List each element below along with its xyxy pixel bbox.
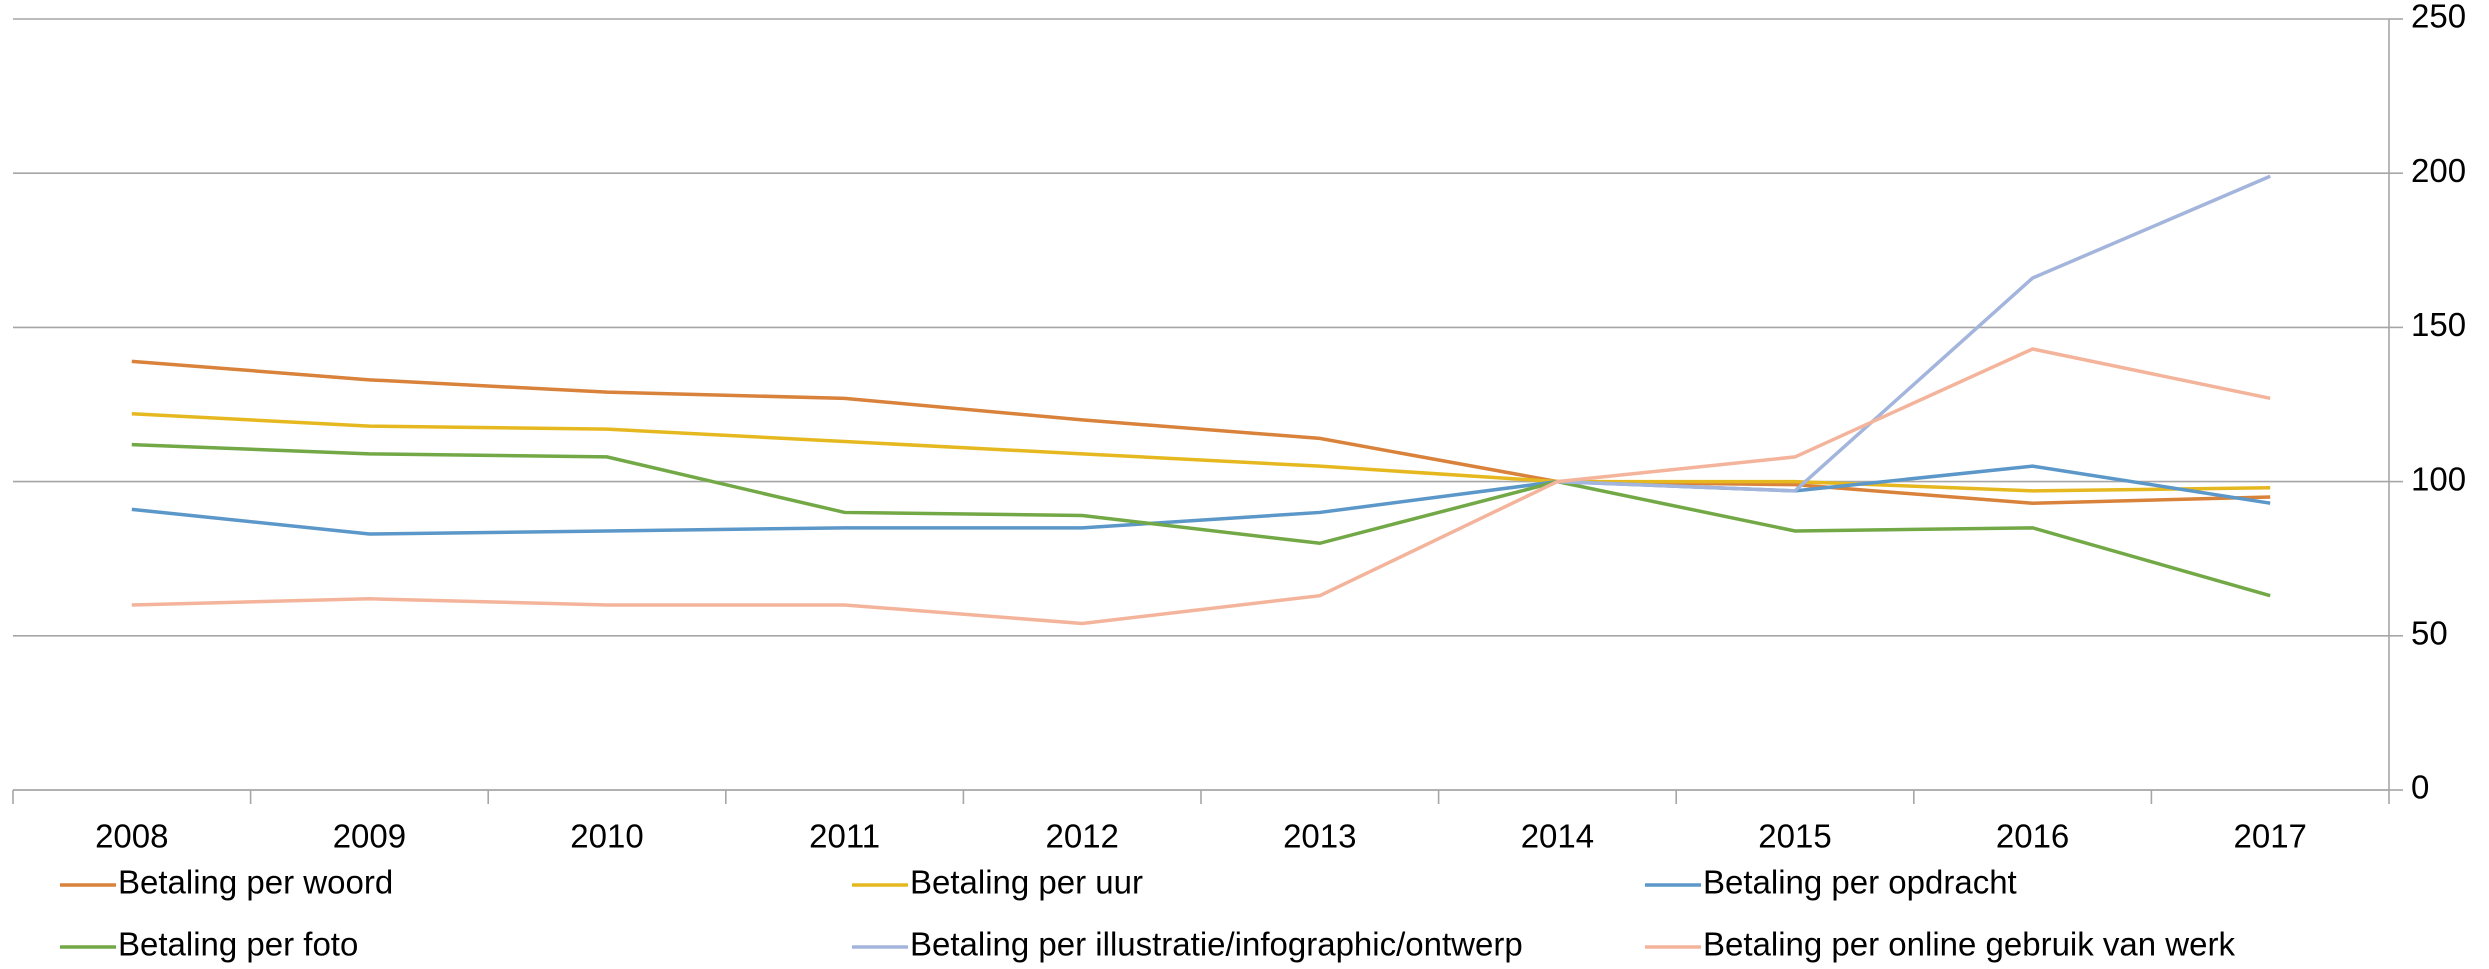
x-tick-label: 2015	[1758, 818, 1831, 855]
series-line	[131, 442, 2271, 598]
series-line	[131, 412, 2271, 493]
series-line	[131, 347, 2271, 626]
y-tick-label: 50	[2411, 615, 2448, 652]
legend-label: Betaling per foto	[118, 926, 358, 963]
x-tick-label: 2017	[2233, 818, 2306, 855]
legend-label: Betaling per woord	[118, 864, 393, 901]
y-tick-label: 0	[2411, 769, 2429, 806]
x-tick-label: 2013	[1283, 818, 1356, 855]
x-tick-label: 2008	[95, 818, 168, 855]
series-line	[1557, 174, 2271, 493]
y-tick-label: 200	[2411, 152, 2466, 189]
legend-label: Betaling per opdracht	[1703, 864, 2017, 901]
x-tick-label: 2010	[570, 818, 643, 855]
legend-label: Betaling per uur	[910, 864, 1143, 901]
series-line	[131, 359, 2271, 505]
y-tick-label: 150	[2411, 306, 2466, 343]
legend-label: Betaling per illustratie/infographic/ont…	[910, 926, 1523, 963]
y-tick-label: 100	[2411, 460, 2466, 497]
series-line	[131, 464, 2271, 536]
legend-label: Betaling per online gebruik van werk	[1703, 926, 2235, 963]
x-tick-label: 2011	[809, 818, 880, 855]
y-tick-label: 250	[2411, 0, 2466, 35]
x-tick-label: 2016	[1996, 818, 2069, 855]
x-tick-label: 2012	[1045, 818, 1118, 855]
x-tick-label: 2014	[1521, 818, 1594, 855]
x-tick-label: 2009	[333, 818, 406, 855]
